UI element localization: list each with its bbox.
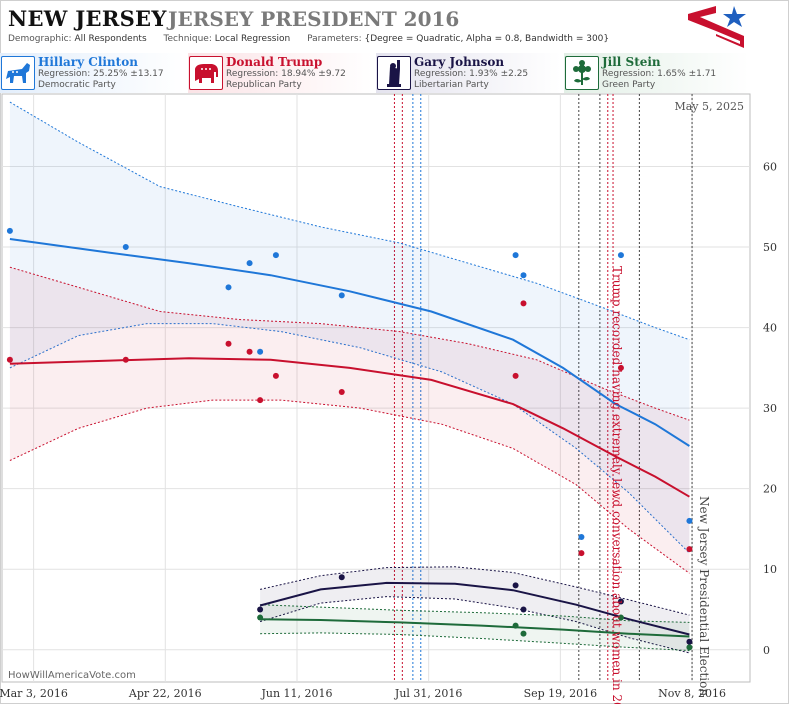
liberty-icon <box>377 56 411 90</box>
poll-point <box>225 284 232 291</box>
candidate-regression: Regression: 25.25% ±13.17 <box>38 69 164 79</box>
technique-label: Technique: <box>163 34 212 44</box>
poll-point <box>686 638 693 645</box>
lower-bound-line <box>260 632 690 652</box>
y-tick-label: 60 <box>763 160 777 173</box>
poll-point <box>686 546 693 553</box>
poll-point <box>338 389 345 396</box>
poll-point <box>272 252 279 259</box>
technique-value: Local Regression <box>214 34 291 44</box>
poll-chart: 0 10 20 30 40 50 60 Mar 3, 2016 Apr 22, 2016 Jun … <box>0 93 777 704</box>
confidence-band <box>9 102 690 554</box>
poll-point <box>122 356 129 363</box>
poll-point <box>6 356 13 363</box>
x-tick-label: Apr 22, 2016 <box>128 687 202 700</box>
poll-point <box>246 260 253 267</box>
parameters-value: {Degree = Quadratic, Alpha = 0.8, Bandwi… <box>364 34 610 44</box>
demographic-value: All Respondents <box>74 34 147 44</box>
y-tick-label: 20 <box>763 483 777 496</box>
candidate-name: Hillary Clinton <box>38 55 138 69</box>
elephant-icon <box>189 56 223 90</box>
donkey-icon <box>1 56 35 90</box>
lower-bound-line <box>9 323 690 554</box>
poll-point <box>246 348 253 355</box>
poll-point <box>520 606 527 613</box>
watermark: HowWillAmericaVote.com <box>8 670 136 681</box>
poll-point <box>257 348 264 355</box>
date-label: May 5, 2025 <box>674 100 744 113</box>
poll-point <box>578 550 585 557</box>
candidate-party: Republican Party <box>226 80 302 90</box>
candidate-party: Libertarian Party <box>414 80 489 90</box>
upper-bound-line <box>260 604 690 623</box>
site-logo-icon <box>688 6 746 48</box>
trend-line <box>9 238 690 447</box>
poll-point <box>578 534 585 541</box>
y-tick-label: 50 <box>763 241 777 254</box>
confidence-band <box>260 566 690 653</box>
demographic-label: Demographic: <box>8 34 72 44</box>
poll-point <box>512 622 519 629</box>
candidate-legend: Hillary Clinton Regression: 25.25% ±13.1… <box>0 53 789 93</box>
confidence-band <box>9 267 690 574</box>
poll-point <box>6 227 13 234</box>
legend-clinton[interactable]: Hillary Clinton Regression: 25.25% ±13.1… <box>0 53 185 93</box>
race-title: JERSEY PRESIDENT 2016 <box>168 7 460 31</box>
poll-point <box>512 252 519 259</box>
candidate-name: Jill Stein <box>602 55 661 69</box>
poll-point <box>272 372 279 379</box>
x-tick-label: Sep 19, 2016 <box>524 687 598 700</box>
poll-point <box>617 364 624 371</box>
annotation-label: Trump recorded having extremely lewd con… <box>610 266 624 704</box>
poll-point <box>512 372 519 379</box>
poll-point <box>686 644 693 651</box>
state-title: NEW JERSEY <box>8 6 167 31</box>
poll-point <box>617 252 624 259</box>
poll-point <box>617 614 624 621</box>
confidence-band <box>260 604 690 651</box>
poll-point <box>257 614 264 621</box>
poll-point <box>225 340 232 347</box>
lower-bound-line <box>9 399 690 574</box>
candidate-name: Gary Johnson <box>414 55 505 69</box>
trend-line <box>9 357 690 498</box>
x-tick-label: Nov 8, 2016 <box>658 687 726 700</box>
y-tick-label: 30 <box>763 402 777 415</box>
y-tick-label: 0 <box>763 644 770 657</box>
legend-trump[interactable]: Donald Trump Regression: 18.94% ±9.72 Re… <box>188 53 373 93</box>
x-tick-label: Mar 3, 2016 <box>0 687 68 700</box>
parameters-label: Parameters: <box>307 34 362 44</box>
candidate-party: Green Party <box>602 80 656 90</box>
x-tick-label: Jun 11, 2016 <box>260 687 332 700</box>
poll-point <box>122 244 129 251</box>
trend-line <box>260 618 690 638</box>
candidate-regression: Regression: 1.93% ±2.25 <box>414 69 529 79</box>
annotation-label: New Jersey Presidential Election <box>697 496 711 696</box>
candidate-party: Democratic Party <box>38 80 116 90</box>
candidate-regression: Regression: 18.94% ±9.72 <box>226 69 346 79</box>
poll-point <box>686 517 693 524</box>
upper-bound-line <box>259 566 690 616</box>
legend-johnson[interactable]: Gary Johnson Regression: 1.93% ±2.25 Lib… <box>376 53 561 93</box>
poll-point <box>257 606 264 613</box>
flower-icon <box>565 56 599 90</box>
poll-point <box>520 300 527 307</box>
poll-point <box>338 292 345 299</box>
poll-point <box>520 272 527 279</box>
poll-point <box>512 582 519 589</box>
legend-stein[interactable]: Jill Stein Regression: 1.65% ±1.71 Green… <box>564 53 749 93</box>
candidate-name: Donald Trump <box>226 55 323 69</box>
poll-point <box>617 598 624 605</box>
y-tick-label: 40 <box>763 322 777 335</box>
y-tick-label: 10 <box>763 563 777 576</box>
poll-point <box>338 574 345 581</box>
candidate-regression: Regression: 1.65% ±1.71 <box>602 69 717 79</box>
x-tick-label: Jul 31, 2016 <box>394 687 463 700</box>
poll-point <box>520 630 527 637</box>
poll-point <box>257 397 264 404</box>
upper-bound-line <box>9 266 690 421</box>
parameters-line: Demographic: All Respondents Technique: … <box>8 34 609 44</box>
upper-bound-line <box>9 101 690 341</box>
